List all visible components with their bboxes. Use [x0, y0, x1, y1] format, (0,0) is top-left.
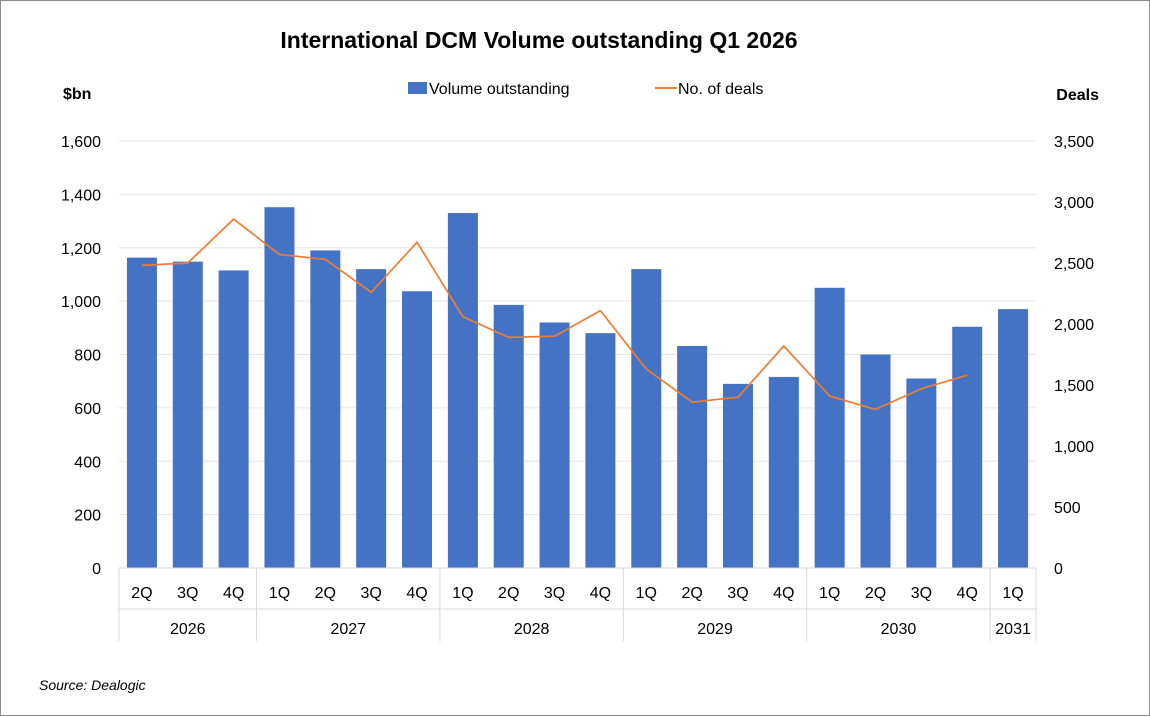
left-tick-label: 1,600 — [61, 134, 101, 151]
quarter-label: 4Q — [590, 585, 611, 602]
quarter-label: 2Q — [131, 585, 152, 602]
quarter-label: 1Q — [1002, 585, 1023, 602]
bar-volume — [447, 213, 478, 568]
bar-volume — [356, 269, 387, 568]
x-axis: 2Q 3Q 4Q 1Q 2Q 3Q 4Q 1Q 2Q 3Q 4Q 1Q 2Q 3Q 4Q 1Q 2Q 3Q 4Q 1Q… — [118, 567, 1037, 641]
quarter-label: 3Q — [361, 585, 382, 602]
quarter-label: 2Q — [865, 585, 886, 602]
year-label: 2028 — [514, 621, 550, 638]
bars-volume — [126, 207, 1029, 568]
year-label: 2030 — [881, 621, 917, 638]
right-tick-label: 2,000 — [1054, 317, 1094, 334]
quarter-label: 3Q — [544, 585, 565, 602]
line-deals — [141, 218, 968, 411]
quarter-label: 4Q — [773, 585, 794, 602]
bar-volume — [860, 354, 891, 568]
right-tick-label: 3,000 — [1054, 195, 1094, 212]
bar-volume — [952, 326, 983, 568]
quarter-label: 4Q — [223, 585, 244, 602]
left-tick-label: 1,400 — [61, 187, 101, 204]
right-axis-unit: Deals — [1056, 87, 1099, 104]
right-tick-label: 2,500 — [1054, 256, 1094, 273]
quarter-label: 1Q — [269, 585, 290, 602]
left-tick-label: 1,200 — [61, 241, 101, 258]
bar-volume — [998, 309, 1029, 568]
left-tick-label: 0 — [92, 561, 101, 578]
quarter-label: 4Q — [957, 585, 978, 602]
right-tick-label: 0 — [1054, 561, 1063, 578]
quarter-label: 1Q — [452, 585, 473, 602]
year-label: 2031 — [995, 621, 1031, 638]
quarter-label: 3Q — [177, 585, 198, 602]
right-tick-label: 3,500 — [1054, 134, 1094, 151]
quarter-label: 2Q — [498, 585, 519, 602]
left-tick-label: 600 — [74, 401, 101, 418]
legend-volume-label: Volume outstanding — [429, 81, 570, 98]
bar-volume — [310, 250, 341, 568]
bar-volume — [402, 291, 433, 568]
bar-volume — [172, 261, 203, 568]
bar-volume — [814, 287, 845, 568]
bar-volume — [722, 383, 753, 568]
bar-volume — [768, 376, 799, 568]
quarter-label: 3Q — [911, 585, 932, 602]
left-axis-ticks: 0 200 400 600 800 1,000 1,200 1,400 1,600 — [61, 134, 101, 578]
legend: Volume outstanding No. of deals — [408, 81, 763, 98]
right-axis-ticks: 0 500 1,000 1,500 2,000 2,500 3,000 3,500 — [1054, 134, 1094, 578]
right-tick-label: 500 — [1054, 500, 1081, 517]
quarter-label: 4Q — [406, 585, 427, 602]
legend-deals-label: No. of deals — [678, 81, 763, 98]
left-tick-label: 1,000 — [61, 294, 101, 311]
bar-volume — [493, 304, 524, 568]
left-tick-label: 200 — [74, 508, 101, 525]
quarter-label: 1Q — [636, 585, 657, 602]
quarter-label: 2Q — [681, 585, 702, 602]
deals-line-path — [141, 218, 968, 411]
left-axis-unit: $bn — [63, 86, 91, 103]
bar-volume — [677, 345, 708, 568]
quarter-label: 3Q — [727, 585, 748, 602]
left-tick-label: 800 — [74, 348, 101, 365]
bar-volume — [631, 269, 662, 568]
left-tick-label: 400 — [74, 454, 101, 471]
year-label: 2027 — [330, 621, 366, 638]
bar-volume — [264, 207, 295, 568]
legend-volume-swatch — [408, 82, 427, 94]
bar-volume — [539, 322, 570, 568]
year-label: 2026 — [170, 621, 206, 638]
chart-title: International DCM Volume outstanding Q1 … — [280, 27, 797, 53]
quarter-label: 1Q — [819, 585, 840, 602]
bar-volume — [585, 333, 616, 568]
year-label: 2029 — [697, 621, 733, 638]
bar-volume — [218, 270, 249, 568]
quarter-label: 2Q — [315, 585, 336, 602]
right-tick-label: 1,000 — [1054, 439, 1094, 456]
right-tick-label: 1,500 — [1054, 378, 1094, 395]
bar-volume — [126, 257, 157, 568]
source-note: Source: Dealogic — [39, 677, 146, 693]
gridlines — [119, 140, 1036, 516]
bar-volume — [906, 378, 937, 568]
